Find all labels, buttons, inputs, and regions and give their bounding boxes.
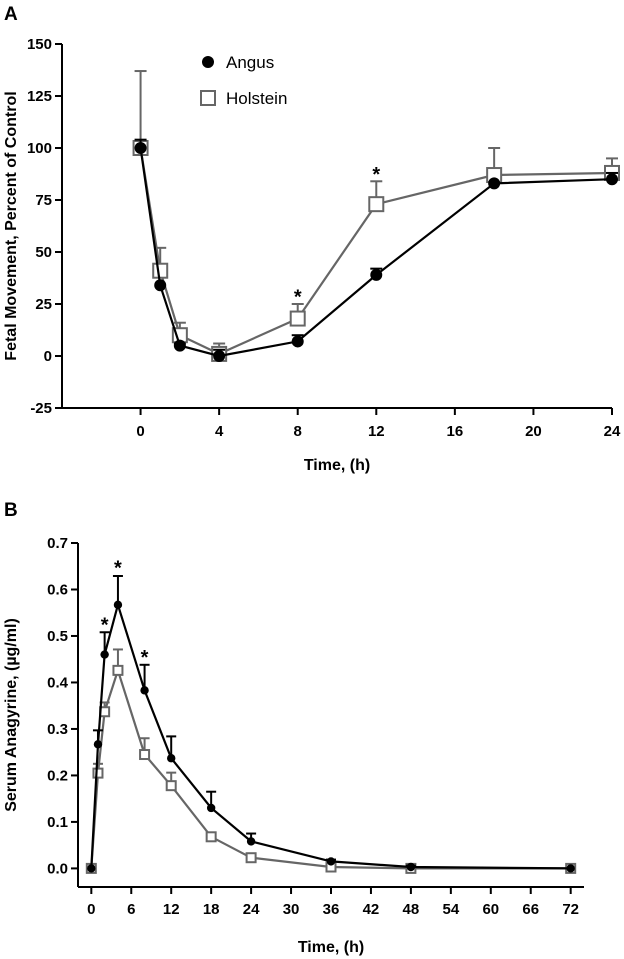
- y-tick-label: 0.3: [47, 721, 68, 738]
- data-point: [92, 767, 104, 779]
- panel-a: A -25 0 25 50 75 100 125 150 0 4 8 12 16 20 24 Time, (h)…: [3, 4, 621, 474]
- data-point: [370, 268, 383, 281]
- data-point: [152, 262, 169, 279]
- legend-label-holstein: Holstein: [226, 89, 287, 108]
- series-angus: [87, 575, 575, 873]
- y-tick-label: 0.2: [47, 767, 68, 784]
- x-tick-label: 24: [604, 423, 621, 440]
- data-point: [87, 864, 96, 873]
- data-point: [246, 837, 256, 846]
- x-tick-label: 48: [403, 901, 420, 918]
- x-tick-label: 72: [562, 901, 579, 918]
- legend: Angus Holstein: [200, 53, 287, 108]
- x-tick-label: 18: [203, 901, 220, 918]
- x-tick-label: 30: [283, 901, 300, 918]
- x-tick-label: 0: [87, 901, 95, 918]
- series-holstein: [85, 648, 577, 874]
- data-point: [134, 142, 147, 154]
- y-tick-label: 0.1: [47, 814, 68, 831]
- data-point: [167, 754, 176, 763]
- y-axis-title: Fetal Movement, Percent of Control: [3, 91, 20, 360]
- y-tick-label: 150: [27, 36, 52, 53]
- y-tick-label: 0.7: [47, 535, 68, 552]
- x-tick-label: 24: [243, 901, 260, 918]
- y-tick-label: 0.4: [47, 674, 69, 691]
- y-tick-label: 50: [35, 244, 52, 261]
- x-axis-title: Time, (h): [298, 939, 364, 956]
- x-tick-label: 66: [522, 901, 539, 918]
- series-angus: [134, 138, 618, 362]
- data-point: [291, 335, 304, 348]
- significance-marker: *: [101, 615, 109, 637]
- y-tick-label: 0.5: [47, 628, 68, 645]
- data-point: [213, 350, 226, 362]
- data-point: [326, 857, 336, 866]
- x-tick-label: 16: [447, 423, 464, 440]
- x-tick-label: 20: [525, 423, 542, 440]
- data-point: [173, 339, 186, 352]
- data-point: [154, 279, 167, 292]
- x-axis-title: Time, (h): [304, 457, 370, 474]
- data-point: [113, 600, 123, 610]
- x-tick-label: 6: [127, 901, 135, 918]
- x-tick-label: 36: [323, 901, 340, 918]
- series-line: [139, 147, 613, 358]
- series-line: [90, 600, 571, 870]
- significance-marker: *: [114, 558, 122, 580]
- series-holstein: [132, 70, 620, 362]
- x-tick-label: 0: [136, 423, 144, 440]
- data-point: [368, 196, 385, 213]
- data-point: [206, 803, 216, 813]
- panel-b: B 0.0 0.1 0.2 0.3 0.4 0.5 0.6 0.7 0 6 12 18 24 30 36 42 4…: [3, 500, 584, 956]
- y-tick-label: 100: [27, 140, 52, 157]
- data-point: [139, 749, 151, 761]
- data-point: [566, 864, 575, 873]
- data-point: [406, 862, 416, 872]
- legend-label-angus: Angus: [226, 53, 274, 72]
- panel-letter: A: [4, 4, 18, 25]
- data-point: [245, 852, 257, 864]
- significance-marker: *: [294, 287, 302, 309]
- x-tick-label: 12: [163, 901, 180, 918]
- data-point: [140, 686, 149, 695]
- x-tick-label: 42: [363, 901, 380, 918]
- x-tick-label: 12: [368, 423, 385, 440]
- data-point: [100, 650, 109, 659]
- x-tick-label: 60: [482, 901, 499, 918]
- data-point: [289, 310, 306, 327]
- data-point: [112, 664, 124, 676]
- y-tick-label: 25: [35, 296, 52, 313]
- legend-marker-holstein: [200, 90, 216, 106]
- significance-marker: *: [141, 647, 149, 669]
- data-point: [93, 740, 103, 749]
- series-line: [90, 666, 571, 870]
- y-tick-label: 0.0: [47, 860, 68, 877]
- data-point: [488, 177, 501, 190]
- data-point: [205, 831, 217, 843]
- y-axis-title: Serum Anagyrine, (µg/ml): [3, 618, 20, 812]
- y-tick-label: 0.6: [47, 581, 68, 598]
- x-tick-label: 54: [442, 901, 459, 918]
- y-tick-label: 125: [27, 88, 52, 105]
- y-tick-label: 75: [35, 192, 52, 209]
- legend-marker-angus: [202, 56, 214, 68]
- y-tick-label: -25: [30, 400, 52, 417]
- significance-marker: *: [372, 164, 380, 186]
- data-point: [165, 780, 177, 792]
- x-tick-label: 4: [215, 423, 224, 440]
- y-tick-label: 0: [44, 348, 52, 365]
- data-point: [606, 173, 618, 186]
- panel-letter: B: [4, 500, 18, 521]
- x-tick-label: 8: [294, 423, 302, 440]
